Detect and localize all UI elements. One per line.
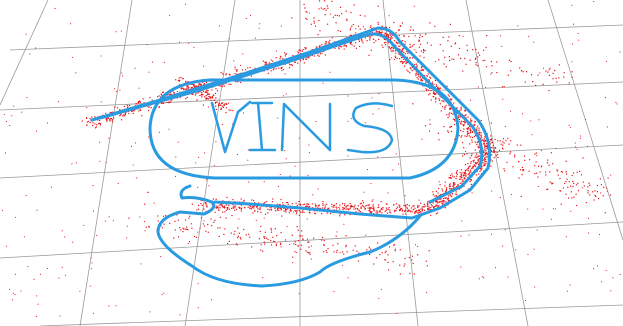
trajectory-outer-loop-2 <box>98 32 484 204</box>
letter-n <box>280 102 332 152</box>
trajectory-lower-loop <box>156 184 422 288</box>
letter-i <box>248 101 277 152</box>
vins-handwriting <box>210 100 394 154</box>
letter-v <box>210 100 252 154</box>
trajectory <box>90 26 492 288</box>
letter-s <box>346 102 394 154</box>
trajectory-outer-loop <box>90 26 492 220</box>
trajectory-stadium-loop <box>148 78 460 180</box>
point-cloud <box>1 0 621 317</box>
